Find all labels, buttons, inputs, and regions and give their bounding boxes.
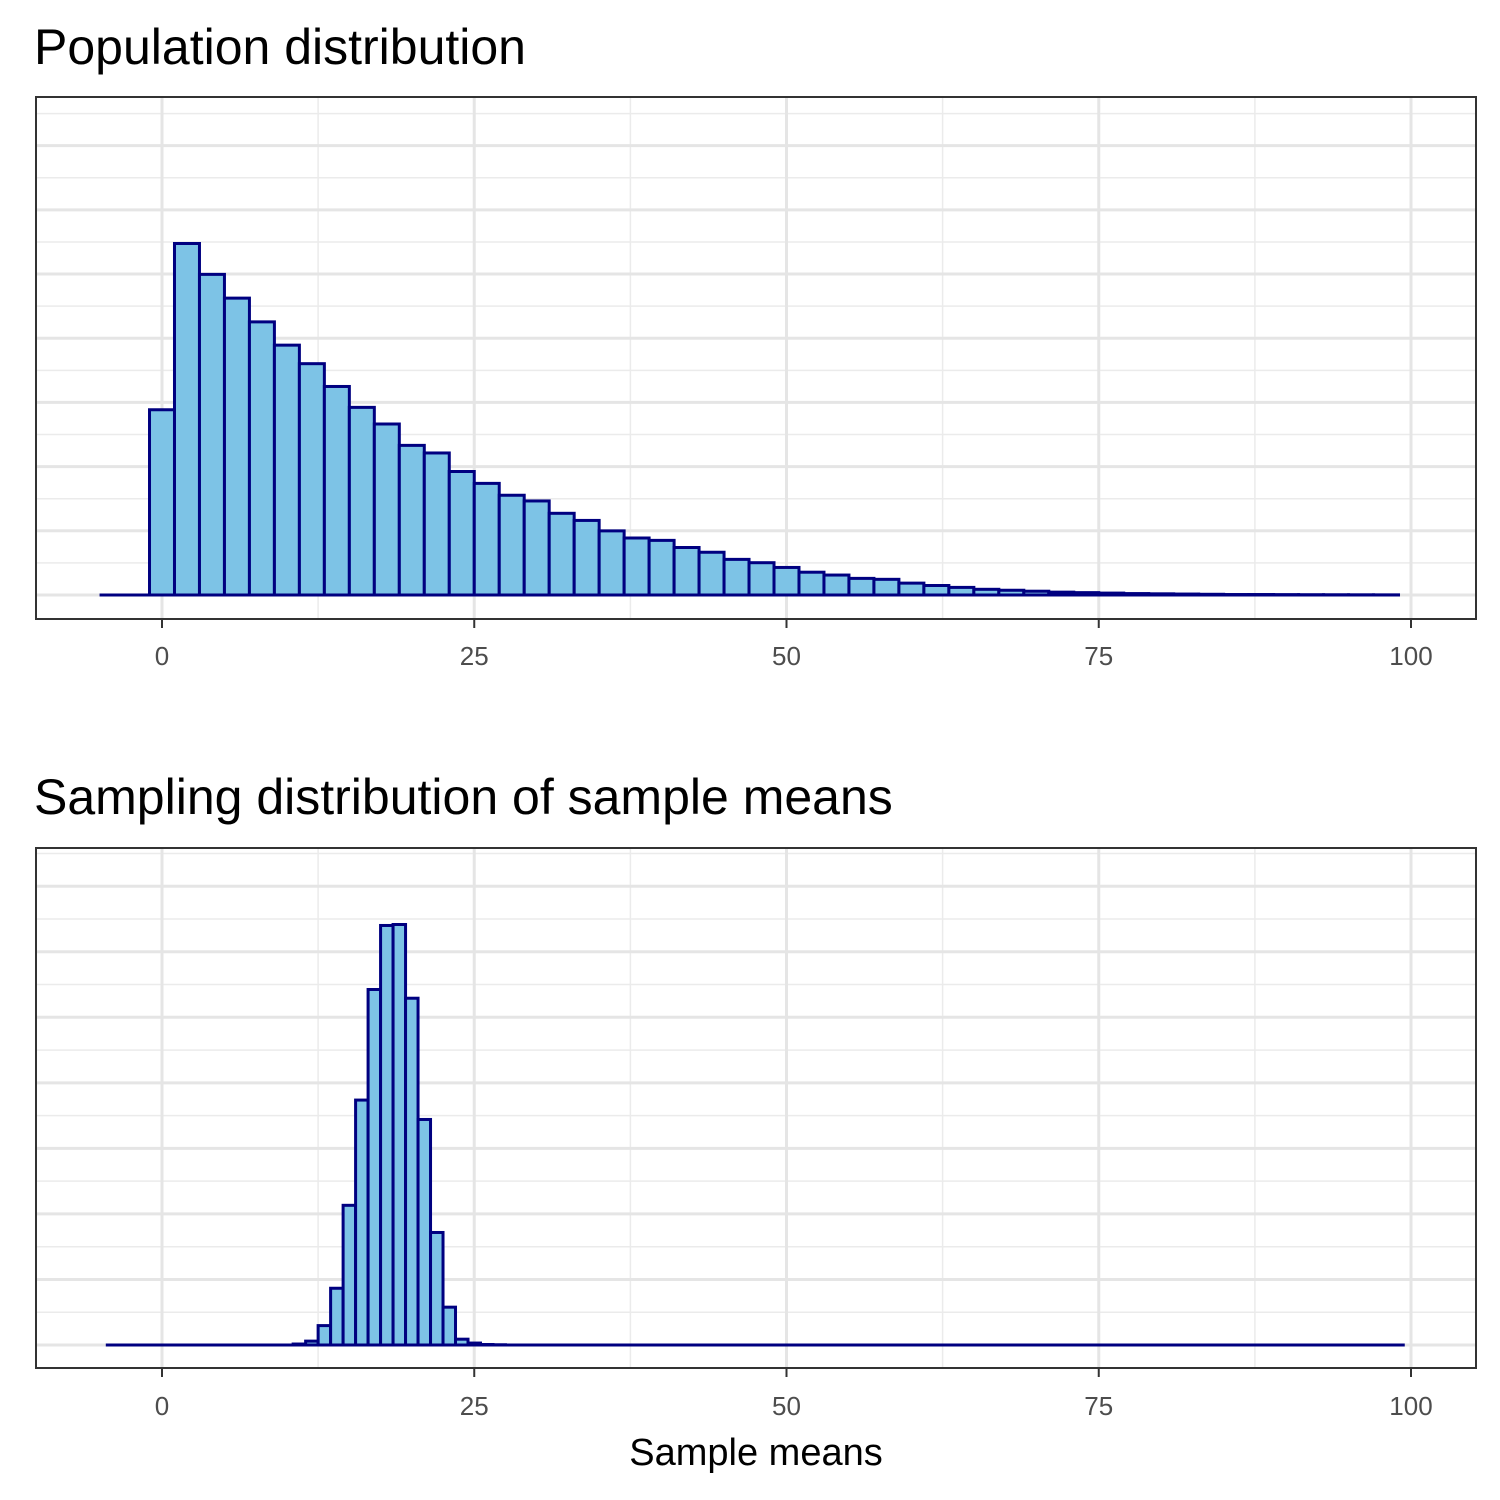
samp-histogram-bar <box>329 1286 345 1347</box>
chart-title-sampling: Sampling distribution of sample means <box>34 769 893 825</box>
pop-histogram-bar <box>422 451 451 597</box>
pop-x-tick-label: 25 <box>460 641 489 671</box>
pop-x-tick-label: 100 <box>1389 641 1432 671</box>
pop-panel-border <box>35 96 1477 620</box>
samp-histogram-bar <box>429 1230 445 1347</box>
pop-histogram-bar <box>597 529 626 597</box>
pop-x-tick-label: 75 <box>1084 641 1113 671</box>
samp-x-tick-label: 25 <box>460 1391 489 1421</box>
samp-x-tick-label: 75 <box>1084 1391 1113 1421</box>
pop-histogram-bar <box>472 481 501 597</box>
chart-title-population: Population distribution <box>34 19 526 75</box>
population-histogram-panel: 0 25 50 75 100 <box>35 96 1477 671</box>
samp-panel-border <box>35 847 1477 1369</box>
samp-histogram-bar <box>416 1117 433 1347</box>
samp-histogram-bar <box>316 1324 333 1347</box>
samp-x-axis-title: Sample means <box>629 1432 882 1474</box>
samp-histogram-bar <box>441 1305 458 1347</box>
samp-histogram-bar <box>391 923 408 1347</box>
pop-histogram-bar <box>397 443 426 597</box>
samp-histogram-bar <box>404 996 420 1347</box>
samp-x-tick-label: 100 <box>1389 1391 1432 1421</box>
pop-histogram-bar <box>172 242 201 597</box>
pop-x-tick-label: 0 <box>155 641 169 671</box>
pop-histogram-bar <box>447 470 476 597</box>
samp-histogram-bar <box>366 987 383 1347</box>
samp-x-tick-label: 0 <box>155 1391 169 1421</box>
pop-histogram-bar <box>322 384 351 597</box>
pop-x-tick-label: 50 <box>772 641 801 671</box>
samp-x-tick-label: 50 <box>772 1391 801 1421</box>
samp-histogram-bar <box>379 923 395 1347</box>
samp-plot-background <box>36 848 1476 1368</box>
samp-histogram-bar <box>341 1203 358 1347</box>
pop-histogram-bar <box>148 408 176 597</box>
samp-histogram-bar <box>354 1098 370 1347</box>
